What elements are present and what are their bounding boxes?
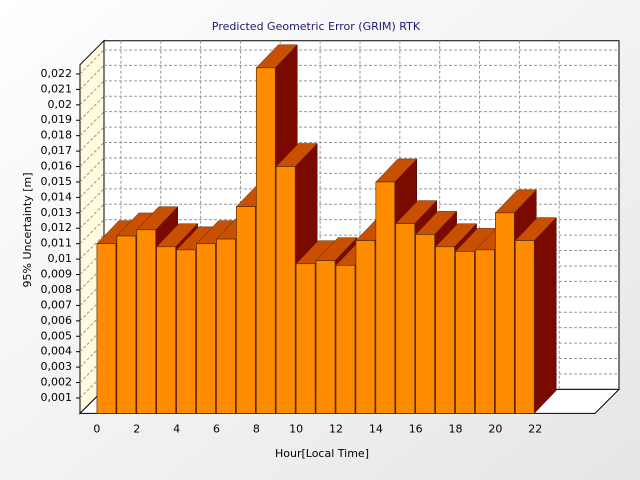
x-tick-label: 20 [488, 422, 502, 435]
grid-line [79, 250, 105, 275]
grid-line [79, 65, 105, 90]
bar [415, 234, 435, 414]
bar [315, 260, 336, 414]
bar [116, 235, 137, 414]
bar [335, 264, 356, 414]
bar [495, 212, 515, 414]
y-tick-label: 0,006 [41, 314, 73, 327]
grid-line [79, 126, 105, 152]
grid-line [79, 327, 105, 353]
grid-line [79, 49, 105, 75]
y-tick-label: 0,022 [41, 67, 73, 80]
x-tick-label: 0 [93, 422, 100, 435]
x-tick-label: 10 [289, 422, 303, 435]
bar [255, 67, 276, 414]
grid-line [79, 157, 105, 183]
y-tick-label: 0,012 [41, 221, 73, 234]
y-tick-label: 0,016 [41, 160, 73, 173]
y-tick-label: 0,015 [41, 175, 73, 188]
x-tick-label: 16 [409, 422, 423, 435]
y-tick-label: 0,014 [41, 190, 73, 203]
grid-line [79, 80, 105, 106]
bar [176, 249, 196, 414]
grid-line [79, 234, 105, 260]
grid-line [79, 219, 105, 245]
grid-line [79, 373, 105, 399]
x-tick-label: 22 [528, 422, 542, 435]
grid-line [79, 358, 105, 383]
y-tick-label: 0,02 [48, 98, 73, 111]
grid-line [79, 111, 105, 137]
y-axis-label: 95% Uncertainty [m] [21, 172, 34, 287]
y-tick-label: 0,002 [41, 376, 73, 389]
bar [136, 229, 157, 414]
grid-line [79, 281, 105, 306]
grid-line [79, 188, 105, 214]
x-tick-label: 14 [369, 422, 383, 435]
bar [395, 223, 416, 414]
y-tick-label: 0,003 [41, 360, 73, 373]
y-tick-label: 0,005 [41, 329, 73, 342]
grid-line [79, 311, 105, 337]
bar [375, 181, 396, 414]
x-axis-label: Hour[Local Time] [275, 447, 369, 460]
y-tick-label: 0,019 [41, 113, 73, 126]
x-tick-label: 12 [329, 422, 343, 435]
grid-line [79, 203, 105, 229]
x-tick-label: 8 [253, 422, 260, 435]
bar [435, 246, 455, 414]
x-tick-label: 2 [133, 422, 140, 435]
bar [455, 251, 475, 414]
y-tick-label: 0,007 [41, 298, 73, 311]
bar [156, 246, 176, 414]
y-tick-label: 0,004 [41, 345, 73, 358]
y-tick-label: 0,021 [41, 82, 73, 95]
y-tick-label: 0,01 [48, 252, 73, 265]
grid-line [79, 95, 105, 121]
y-tick-label: 0,011 [41, 237, 73, 250]
bar [514, 240, 535, 414]
y-tick-label: 0,008 [41, 283, 73, 296]
grid-line [79, 142, 105, 167]
y-tick-label: 0,009 [41, 268, 73, 281]
bar [295, 263, 316, 414]
bar [96, 243, 117, 414]
grid-line [79, 296, 105, 322]
grid-line [79, 265, 105, 291]
bar [355, 240, 376, 414]
x-tick-label: 4 [173, 422, 180, 435]
bar [275, 166, 296, 414]
bar [216, 238, 236, 414]
y-tick-label: 0,013 [41, 206, 73, 219]
bar [475, 249, 495, 414]
y-tick-label: 0,017 [41, 144, 73, 157]
x-tick-label: 18 [449, 422, 463, 435]
chart-title: Predicted Geometric Error (GRIM) RTK [212, 20, 421, 33]
bar [196, 243, 216, 414]
y-tick-label: 0,018 [41, 129, 73, 142]
bar [236, 206, 256, 414]
y-tick-label: 0,001 [41, 391, 73, 404]
grid-line [79, 342, 105, 368]
bar-side [533, 216, 557, 415]
grid-line [79, 173, 105, 198]
x-tick-label: 6 [213, 422, 220, 435]
